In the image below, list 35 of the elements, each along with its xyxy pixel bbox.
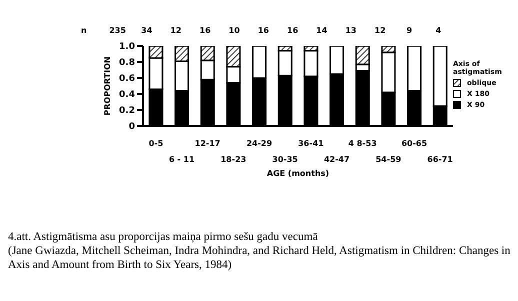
y-tick-label: 0.6 [119,74,135,84]
x-tick-label: 60-65 [401,139,428,148]
text: 16 [256,26,270,35]
x-tick-label: 54-59 [376,155,402,164]
text: 4.att. Astigmātisma asu proporcijas maiņa pirmo sešu gadu vecumā [8,230,319,244]
x-tick-label: 24-29 [246,139,272,148]
text: 14 [315,26,328,35]
text: 4 [434,26,442,35]
text: 235 [108,26,127,35]
x-tick-label: 30-35 [272,155,298,164]
y-axis-title: PROPORTION [102,56,112,116]
x-tick-label: 4 8-53 [348,139,377,148]
text: 16 [198,26,212,35]
text: 12 [169,26,182,35]
x-tick-label: 0-5 [148,139,164,148]
text: (Jane Gwiazda, Mitchell Scheiman, Indra Mohindra, and Richard Held, Astigmatism in Children: Changes in Axis and Amount from Birth to Six Years, 1984) [8,244,512,272]
x-tick-label: 6 - 11 [168,155,195,164]
text: 9 [405,26,414,35]
x-tick-label: 18-23 [220,155,246,164]
y-tick-label: 0.4 [119,90,135,100]
x-tick-label: 42-47 [324,155,350,164]
text: 12 [374,26,387,35]
x-tick-label: 66-71 [427,155,454,164]
text: 10 [228,26,241,35]
text: n [81,26,87,35]
x-tick-label: 12-17 [194,139,220,148]
x-axis-title: AGE (months) [266,169,330,178]
text: 34 [140,26,154,35]
x-tick-label: 36-41 [298,139,324,148]
y-tick-label: 0 [128,122,135,132]
text: 16 [286,26,300,35]
y-tick-label: 1.0 [119,42,135,52]
y-tick-label: 0.2 [119,106,135,116]
y-tick-label: 0.8 [119,58,135,68]
text: 13 [344,26,358,35]
